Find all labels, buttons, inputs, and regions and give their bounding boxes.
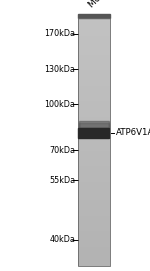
Bar bbox=[78, 225, 110, 228]
Bar bbox=[78, 132, 110, 136]
Bar bbox=[78, 157, 110, 160]
Bar bbox=[78, 101, 110, 104]
Bar bbox=[78, 247, 110, 250]
Bar bbox=[78, 145, 110, 148]
Bar bbox=[78, 216, 110, 219]
Bar bbox=[78, 114, 110, 117]
Text: ATP6V1A: ATP6V1A bbox=[116, 128, 150, 137]
Bar bbox=[78, 126, 110, 129]
Bar bbox=[78, 222, 110, 225]
Text: 130kDa: 130kDa bbox=[44, 64, 75, 74]
Bar bbox=[78, 42, 110, 46]
Bar bbox=[78, 61, 110, 64]
Bar bbox=[78, 89, 110, 92]
Bar bbox=[78, 259, 110, 263]
Bar bbox=[78, 160, 110, 163]
Bar bbox=[78, 244, 110, 247]
Bar bbox=[78, 176, 110, 179]
Bar bbox=[78, 83, 110, 86]
Bar bbox=[78, 197, 110, 201]
Bar bbox=[78, 179, 110, 182]
Bar bbox=[78, 169, 110, 173]
Bar bbox=[78, 151, 110, 154]
Bar bbox=[78, 154, 110, 157]
Bar bbox=[78, 123, 110, 126]
Bar bbox=[79, 121, 109, 128]
Bar bbox=[78, 182, 110, 185]
Bar bbox=[78, 14, 110, 18]
Bar bbox=[78, 36, 110, 39]
Bar bbox=[78, 24, 110, 27]
Bar bbox=[78, 58, 110, 61]
Bar bbox=[78, 235, 110, 238]
Bar bbox=[78, 86, 110, 89]
Bar bbox=[78, 207, 110, 210]
Bar bbox=[78, 18, 110, 266]
Bar bbox=[78, 70, 110, 73]
Bar bbox=[78, 204, 110, 207]
Bar bbox=[78, 46, 110, 49]
Bar bbox=[78, 231, 110, 235]
Text: Mouse brain: Mouse brain bbox=[87, 0, 133, 9]
Bar bbox=[78, 188, 110, 191]
Bar bbox=[78, 33, 110, 36]
Bar bbox=[78, 18, 110, 21]
Bar bbox=[78, 104, 110, 108]
Text: 55kDa: 55kDa bbox=[49, 176, 75, 185]
Bar bbox=[78, 80, 110, 83]
Bar bbox=[78, 194, 110, 197]
Bar bbox=[78, 120, 110, 123]
Bar bbox=[78, 185, 110, 188]
Bar bbox=[78, 49, 110, 52]
Bar bbox=[78, 108, 110, 111]
Bar bbox=[78, 253, 110, 256]
Bar bbox=[78, 228, 110, 231]
Bar bbox=[78, 263, 110, 266]
Bar bbox=[78, 173, 110, 176]
Bar bbox=[78, 256, 110, 259]
Text: 40kDa: 40kDa bbox=[49, 235, 75, 244]
Bar bbox=[78, 117, 110, 120]
Bar bbox=[78, 213, 110, 216]
Bar bbox=[78, 148, 110, 151]
Bar bbox=[78, 129, 110, 132]
Bar bbox=[78, 163, 110, 166]
Bar bbox=[78, 52, 110, 55]
Bar bbox=[78, 76, 110, 80]
Bar bbox=[78, 241, 110, 244]
Bar bbox=[78, 250, 110, 253]
Bar bbox=[78, 201, 110, 204]
Text: 170kDa: 170kDa bbox=[44, 29, 75, 38]
Bar bbox=[78, 95, 110, 98]
Bar bbox=[78, 67, 110, 70]
Bar bbox=[78, 92, 110, 95]
Bar bbox=[78, 191, 110, 194]
Text: 100kDa: 100kDa bbox=[44, 100, 75, 109]
Bar bbox=[78, 27, 110, 30]
Bar bbox=[78, 30, 110, 33]
Bar bbox=[78, 166, 110, 169]
Text: 70kDa: 70kDa bbox=[49, 146, 75, 155]
Bar bbox=[78, 138, 110, 141]
Bar bbox=[78, 128, 109, 138]
Bar bbox=[78, 219, 110, 222]
Bar bbox=[78, 111, 110, 114]
Bar bbox=[78, 210, 110, 213]
Bar bbox=[78, 141, 110, 145]
Bar bbox=[78, 55, 110, 58]
Bar bbox=[78, 98, 110, 101]
Bar bbox=[78, 136, 110, 138]
Bar bbox=[78, 73, 110, 76]
Bar bbox=[78, 64, 110, 67]
Bar bbox=[79, 123, 109, 128]
Bar bbox=[78, 39, 110, 42]
Bar bbox=[78, 21, 110, 24]
Bar bbox=[78, 238, 110, 241]
